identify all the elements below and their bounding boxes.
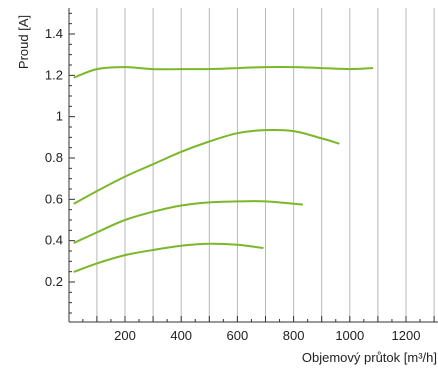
y-tick-label: 0.4 bbox=[45, 233, 63, 248]
y-tick-label: 0.6 bbox=[45, 191, 63, 206]
series-line-1 bbox=[73, 65, 374, 79]
x-tick-label: 200 bbox=[114, 328, 136, 343]
series-lines bbox=[73, 65, 374, 273]
y-tick-label: 1.4 bbox=[45, 26, 63, 41]
x-tick-label: 600 bbox=[227, 328, 249, 343]
y-tick-label: 1 bbox=[56, 109, 63, 124]
vertical-gridlines bbox=[96, 8, 435, 322]
tick-labels: 0.2 0.4 0.6 0.8 1 1.2 1.4 200 400 600 800 1000 1200 bbox=[45, 26, 421, 343]
series-line-2 bbox=[73, 128, 340, 205]
x-tick-label: 400 bbox=[170, 328, 192, 343]
x-tick-label: 1200 bbox=[392, 328, 421, 343]
series-line-4 bbox=[73, 242, 264, 273]
series-line-3 bbox=[73, 200, 303, 244]
y-tick-label: 0.2 bbox=[45, 274, 63, 289]
y-tick-label: 1.2 bbox=[45, 67, 63, 82]
x-tick-label: 1000 bbox=[335, 328, 364, 343]
y-axis-title: Proud [A] bbox=[16, 15, 31, 69]
y-tick-label: 0.8 bbox=[45, 150, 63, 165]
x-axis-title: Objemový průtok [m³/h] bbox=[302, 350, 437, 365]
x-tick-label: 800 bbox=[283, 328, 305, 343]
axes bbox=[68, 8, 438, 323]
